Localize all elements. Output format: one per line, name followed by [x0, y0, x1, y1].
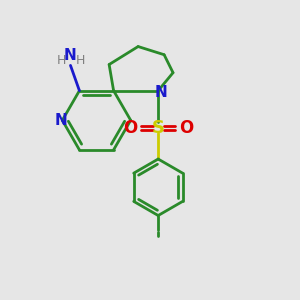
- Text: N: N: [55, 113, 67, 128]
- Text: H: H: [75, 54, 85, 67]
- Text: O: O: [179, 119, 194, 137]
- Text: O: O: [123, 119, 137, 137]
- Text: N: N: [64, 48, 77, 63]
- Text: S: S: [152, 119, 165, 137]
- Text: N: N: [154, 85, 167, 100]
- Text: H: H: [56, 54, 66, 67]
